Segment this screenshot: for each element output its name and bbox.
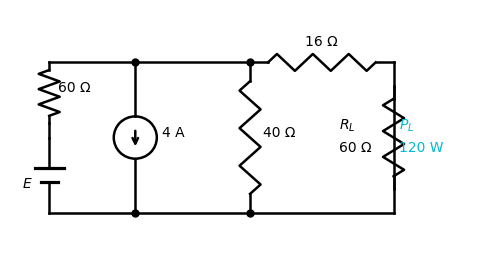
Text: 60 Ω: 60 Ω xyxy=(338,141,371,155)
Text: $R_L$: $R_L$ xyxy=(338,118,354,134)
Text: 40 Ω: 40 Ω xyxy=(263,126,295,140)
Text: $P_L$: $P_L$ xyxy=(398,118,414,134)
Text: 4 A: 4 A xyxy=(161,126,184,140)
Text: 60 Ω: 60 Ω xyxy=(58,81,90,95)
Text: E: E xyxy=(23,177,32,192)
Text: 120 W: 120 W xyxy=(398,141,443,155)
Text: 16 Ω: 16 Ω xyxy=(305,35,337,49)
